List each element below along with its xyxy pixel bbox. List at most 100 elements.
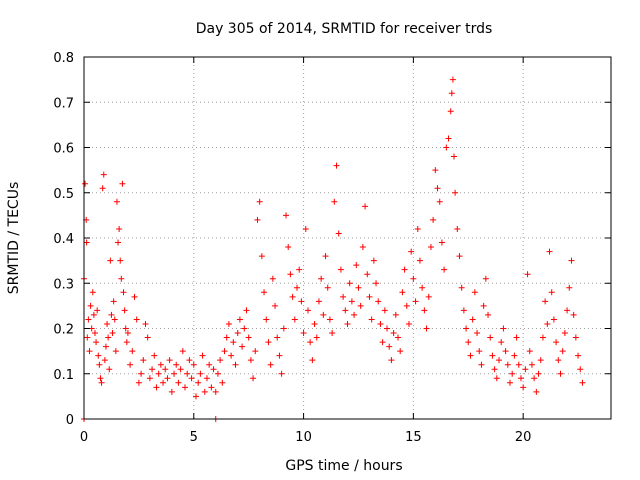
data-point bbox=[579, 379, 586, 386]
data-point bbox=[117, 257, 124, 264]
axis-ticks: 0 0.1 0.2 0.3 0.4 0.5 0.6 0.7 0.8 0 5 10 15 20 bbox=[53, 51, 611, 445]
data-point bbox=[228, 352, 235, 359]
data-point bbox=[412, 298, 419, 305]
data-point bbox=[276, 352, 283, 359]
data-point bbox=[90, 311, 97, 318]
data-point bbox=[206, 361, 213, 368]
data-point bbox=[151, 352, 158, 359]
data-point bbox=[144, 334, 151, 341]
data-point bbox=[250, 375, 257, 382]
data-point bbox=[572, 334, 579, 341]
data-point bbox=[561, 330, 568, 337]
data-point bbox=[388, 357, 395, 364]
data-point bbox=[302, 225, 309, 232]
data-point bbox=[190, 361, 197, 368]
data-point bbox=[548, 289, 555, 296]
data-point bbox=[212, 388, 219, 395]
data-point bbox=[370, 257, 377, 264]
data-point bbox=[254, 216, 261, 223]
data-point bbox=[225, 320, 232, 327]
data-point bbox=[100, 171, 107, 178]
data-point bbox=[568, 257, 575, 264]
data-point bbox=[522, 366, 529, 373]
data-point bbox=[267, 361, 274, 368]
data-point bbox=[313, 334, 320, 341]
data-point bbox=[322, 253, 329, 260]
data-point bbox=[296, 266, 303, 273]
data-point bbox=[386, 343, 393, 350]
data-point bbox=[357, 302, 364, 309]
data-point bbox=[337, 266, 344, 273]
y-tick-label: 0.8 bbox=[53, 51, 74, 66]
data-point bbox=[408, 248, 415, 255]
data-point bbox=[465, 339, 472, 346]
x-tick-label: 5 bbox=[190, 430, 198, 445]
y-tick-label: 0.5 bbox=[53, 187, 74, 202]
data-point bbox=[445, 135, 452, 142]
data-point bbox=[232, 361, 239, 368]
data-point bbox=[318, 275, 325, 282]
data-point bbox=[265, 339, 272, 346]
data-point bbox=[526, 348, 533, 355]
data-point bbox=[122, 325, 129, 332]
data-point bbox=[99, 185, 106, 192]
data-point bbox=[329, 330, 336, 337]
data-point bbox=[403, 302, 410, 309]
data-point bbox=[528, 361, 535, 368]
y-tick-label: 0.3 bbox=[53, 277, 74, 292]
data-point bbox=[106, 366, 113, 373]
data-point bbox=[450, 153, 457, 160]
data-point bbox=[283, 212, 290, 219]
data-point bbox=[285, 244, 292, 251]
data-point bbox=[166, 357, 173, 364]
data-point bbox=[102, 343, 109, 350]
data-point bbox=[533, 388, 540, 395]
data-point bbox=[168, 388, 175, 395]
data-point bbox=[239, 343, 246, 350]
data-point bbox=[513, 334, 520, 341]
data-point bbox=[274, 334, 281, 341]
data-point bbox=[489, 352, 496, 359]
data-point bbox=[120, 289, 127, 296]
data-point bbox=[498, 339, 505, 346]
data-point bbox=[362, 203, 369, 210]
data-point bbox=[311, 320, 318, 327]
data-point bbox=[116, 225, 123, 232]
data-point bbox=[384, 325, 391, 332]
y-tick-label: 0.6 bbox=[53, 142, 74, 157]
data-point bbox=[460, 307, 467, 314]
data-point bbox=[129, 348, 136, 355]
data-point bbox=[155, 370, 162, 377]
data-point bbox=[436, 198, 443, 205]
data-point bbox=[348, 298, 355, 305]
data-point bbox=[511, 352, 518, 359]
data-point bbox=[335, 230, 342, 237]
data-point bbox=[91, 330, 98, 337]
data-point bbox=[340, 293, 347, 300]
data-point bbox=[448, 90, 455, 97]
data-point bbox=[575, 352, 582, 359]
data-point bbox=[105, 334, 112, 341]
data-point bbox=[550, 316, 557, 323]
data-point bbox=[487, 334, 494, 341]
data-point bbox=[263, 316, 270, 323]
data-point bbox=[416, 257, 423, 264]
data-point bbox=[419, 284, 426, 291]
data-point bbox=[553, 339, 560, 346]
data-point bbox=[234, 330, 241, 337]
data-point bbox=[280, 325, 287, 332]
data-point bbox=[469, 316, 476, 323]
data-point bbox=[133, 316, 140, 323]
data-point bbox=[127, 361, 134, 368]
data-point bbox=[471, 289, 478, 296]
data-point bbox=[485, 311, 492, 318]
data-point bbox=[401, 266, 408, 273]
data-point bbox=[140, 357, 147, 364]
data-point bbox=[377, 320, 384, 327]
data-point bbox=[502, 348, 509, 355]
data-point bbox=[452, 189, 459, 196]
data-point bbox=[500, 325, 507, 332]
y-tick-label: 0 bbox=[66, 413, 74, 428]
x-axis-label: GPS time / hours bbox=[285, 458, 402, 474]
data-point bbox=[223, 334, 230, 341]
